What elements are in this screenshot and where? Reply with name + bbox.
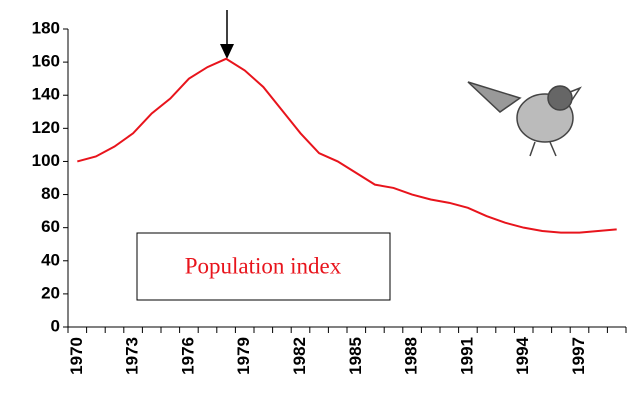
- y-tick-label: 80: [41, 184, 60, 203]
- x-tick-label: 1985: [346, 337, 365, 375]
- x-tick-label: 1991: [457, 337, 476, 375]
- legend-label: Population index: [185, 253, 342, 278]
- x-tick-label: 1988: [402, 337, 421, 375]
- y-tick-label: 0: [51, 316, 60, 335]
- y-tick-label: 160: [32, 52, 60, 71]
- bird-illustration: [467, 81, 582, 157]
- y-tick-label: 100: [32, 151, 60, 170]
- legend-box: [136, 232, 391, 301]
- series-line: [77, 57, 617, 234]
- x-tick-label: 1979: [234, 337, 253, 375]
- x-tick-label: 1970: [67, 337, 86, 375]
- arrow-head: [220, 44, 234, 59]
- x-tick-label: 1994: [513, 336, 532, 374]
- y-tick-label: 180: [32, 18, 60, 37]
- x-tick-label: 1997: [569, 337, 588, 375]
- x-tick-label: 1976: [178, 337, 197, 375]
- y-tick-label: 140: [32, 85, 60, 104]
- y-tick-label: 120: [32, 118, 60, 137]
- x-tick-label: 1973: [123, 337, 142, 375]
- x-tick-label: 1982: [290, 337, 309, 375]
- y-tick-label: 60: [41, 217, 60, 236]
- y-tick-label: 40: [41, 250, 60, 269]
- y-tick-label: 20: [41, 283, 60, 302]
